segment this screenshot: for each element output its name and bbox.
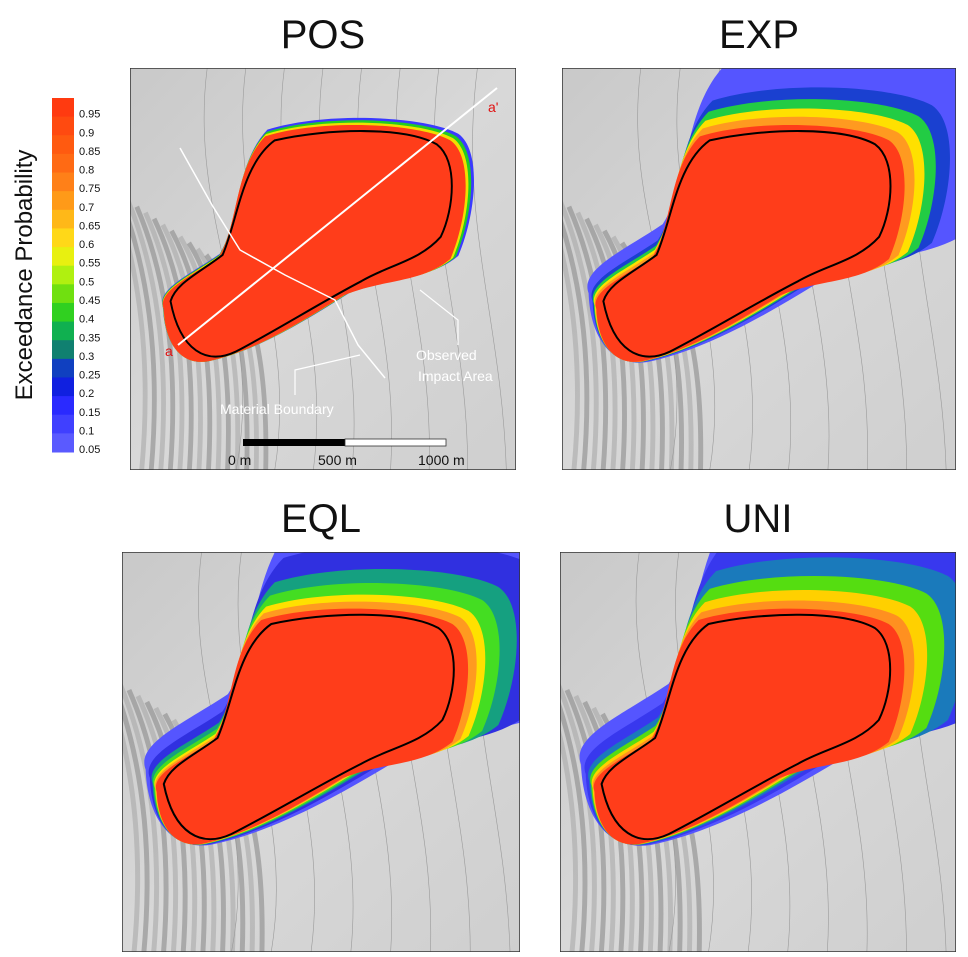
scale-label: 0 m bbox=[228, 452, 251, 468]
colorbar-band bbox=[52, 117, 74, 136]
colorbar-tick-label: 0.1 bbox=[79, 425, 94, 437]
colorbar-band bbox=[52, 284, 74, 303]
profile-start-label: a bbox=[165, 343, 173, 359]
colorbar-band bbox=[52, 154, 74, 173]
colorbar-tick-label: 0.95 bbox=[79, 109, 100, 121]
colorbar-tick-label: 0.35 bbox=[79, 332, 100, 344]
colorbar-tick-label: 0.45 bbox=[79, 295, 100, 307]
colorbar-band bbox=[52, 415, 74, 434]
annotation: Material Boundary bbox=[220, 401, 334, 417]
colorbar-band bbox=[52, 98, 74, 117]
colorbar-tick-label: 0.15 bbox=[79, 407, 100, 419]
colorbar-tick-label: 0.9 bbox=[79, 127, 94, 139]
colorbar: 0.95 0.9 0.85 0.8 0.75 0.7 0.65 0.6 0.55 0.5 0.45 0… bbox=[52, 98, 100, 456]
colorbar-tick-label: 0.2 bbox=[79, 388, 94, 400]
scale-bar bbox=[345, 439, 446, 446]
colorbar-tick-label: 0.55 bbox=[79, 258, 100, 270]
profile-end-label: a' bbox=[488, 99, 498, 115]
annotation: Impact Area bbox=[418, 368, 493, 384]
scale-label: 1000 m bbox=[418, 452, 465, 468]
colorbar-band bbox=[52, 322, 74, 341]
figure: POSEXPEQLUNI 0.950.90.850.80.750.70.650.… bbox=[0, 0, 968, 952]
colorbar-band bbox=[52, 303, 74, 322]
map-panel bbox=[111, 68, 516, 490]
colorbar-band bbox=[52, 377, 74, 396]
scale-bar bbox=[243, 439, 345, 446]
colorbar-tick-label: 0.5 bbox=[79, 276, 94, 288]
map-panels: POS EXP EQL UNI bbox=[102, 13, 968, 952]
colorbar-tick-label: 0.6 bbox=[79, 239, 94, 251]
colorbar-band bbox=[52, 135, 74, 154]
colorbar-band bbox=[52, 266, 74, 285]
colorbar-band bbox=[52, 396, 74, 415]
panel-title: UNI bbox=[724, 497, 793, 541]
map-panel bbox=[102, 504, 597, 952]
annotation: Observed bbox=[416, 347, 477, 363]
panel-title: POS bbox=[281, 13, 365, 57]
colorbar-tick-label: 0.85 bbox=[79, 146, 100, 158]
map-panel bbox=[540, 480, 968, 952]
colorbar-band bbox=[52, 228, 74, 247]
colorbar-tick-label: 0.65 bbox=[79, 220, 100, 232]
map-panel bbox=[542, 50, 968, 490]
colorbar-tick-label: 0.4 bbox=[79, 314, 94, 326]
colorbar-band bbox=[52, 247, 74, 266]
panel-title: EXP bbox=[719, 13, 799, 57]
colorbar-tick-label: 0.3 bbox=[79, 351, 94, 363]
colorbar-tick-label: 0.8 bbox=[79, 165, 94, 177]
colorbar-band bbox=[52, 340, 74, 359]
colorbar-band bbox=[52, 433, 74, 452]
colorbar-tick-label: 0.25 bbox=[79, 370, 100, 382]
colorbar-band bbox=[52, 210, 74, 229]
panel-title: EQL bbox=[281, 497, 361, 541]
colorbar-label: Exceedance Probability bbox=[11, 150, 38, 401]
colorbar-tick-label: 0.05 bbox=[79, 444, 100, 456]
colorbar-band bbox=[52, 191, 74, 210]
colorbar-tick-label: 0.75 bbox=[79, 183, 100, 195]
colorbar-band bbox=[52, 173, 74, 192]
colorbar-tick-label: 0.7 bbox=[79, 202, 94, 214]
colorbar-band bbox=[52, 359, 74, 378]
scale-label: 500 m bbox=[318, 452, 357, 468]
